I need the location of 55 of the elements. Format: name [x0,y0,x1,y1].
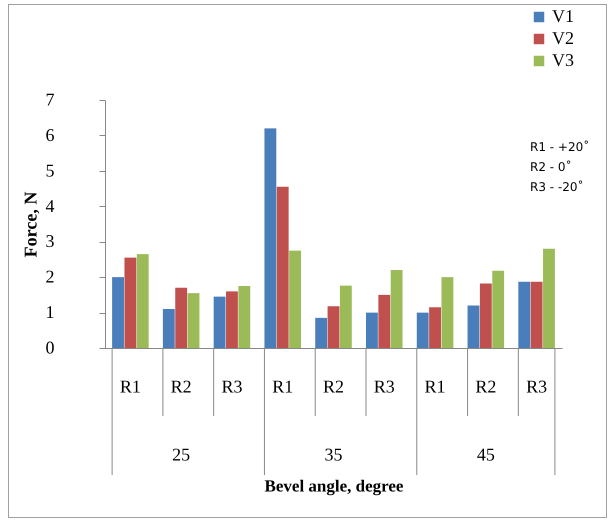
bar [136,254,149,348]
bar [238,286,250,348]
annotation: R2 - 0˚ [530,160,572,174]
text: 35 [324,444,342,464]
bar [480,284,492,348]
annotation: R3 - -20˚ [530,180,584,194]
bar [441,277,454,348]
bar [518,282,530,348]
y-tick-label: 7 [46,90,54,110]
bar [378,294,390,348]
x-tick-label: R1 [424,376,446,396]
bar [162,309,175,348]
bar [264,128,276,348]
bar [416,312,429,348]
x-tick-label: R3 [221,376,242,396]
bar [289,250,301,348]
y-tick-label: 4 [46,196,54,216]
y-tick-label: 0 [46,338,54,358]
x-axis-title: Bevel angle, degree [264,476,404,496]
y-tick-label: 5 [46,160,54,180]
bar [328,306,340,348]
text: 45 [476,444,495,464]
bar [112,277,124,348]
y-tick-label: 2 [46,266,54,287]
y-tick-label: 1 [46,302,54,322]
y-tick-label: 3 [46,231,54,252]
x-tick-label: R1 [272,376,294,396]
legend-label: V3 [552,50,574,70]
x-tick-label: R3 [374,376,395,396]
legend-label: V2 [552,28,574,48]
legend-label: V1 [552,6,574,26]
annotation: R1 - +20˚ [530,140,590,154]
x-tick-label: R2 [475,376,496,396]
bar [492,270,504,348]
bar [188,293,200,348]
bar [226,291,238,348]
bar [315,318,328,348]
bar [429,307,441,348]
x-tick-label: R3 [526,376,548,396]
bar [390,270,403,348]
x-tick-label: R2 [322,376,344,396]
bar [175,288,188,348]
x-tick-label: R2 [170,376,192,396]
x-tick-label: R1 [120,376,141,396]
bar [366,312,378,348]
bar [276,186,289,348]
bar [543,248,555,348]
y-axis-title: Force, N [20,192,40,258]
bar [468,305,480,348]
bar [214,296,226,348]
bar [530,282,543,348]
y-tick-label: 6 [46,124,54,145]
bar [124,258,136,348]
text: 25 [172,444,190,464]
bar [340,286,352,348]
